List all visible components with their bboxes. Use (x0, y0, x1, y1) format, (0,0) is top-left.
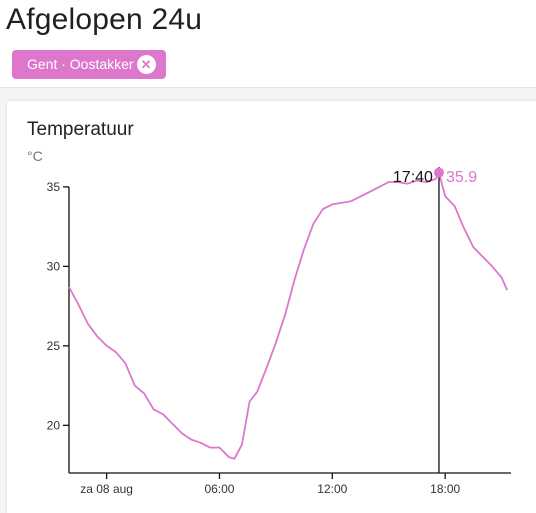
temperature-chart[interactable]: 20 25 30 35 za 08 aug 06:00 12:00 18:00 17:40 35.… (7, 101, 536, 513)
cursor-value-label: 35.9 (446, 169, 477, 186)
cursor-point (433, 167, 444, 178)
x-tick-label: 06:00 (204, 482, 234, 496)
temperature-line (68, 171, 509, 460)
location-filter-chip[interactable]: Gent · Oostakker ✕ (12, 50, 166, 79)
y-tick-label: 20 (47, 418, 61, 432)
x-tick-label: za 08 aug (80, 482, 133, 496)
cursor-time-label: 17:40 (393, 169, 433, 186)
header-divider (0, 87, 536, 88)
close-circle-icon[interactable]: ✕ (136, 55, 156, 74)
y-tick-label: 30 (47, 259, 61, 273)
y-tick-label: 35 (47, 180, 61, 194)
x-tick-label: 12:00 (317, 482, 347, 496)
page-header: Afgelopen 24u Gent · Oostakker ✕ (0, 0, 536, 88)
x-tick-label: 18:00 (430, 482, 460, 496)
filter-chip-label: Gent · Oostakker (27, 56, 134, 72)
y-tick-label: 25 (47, 339, 61, 353)
unit-label: °C (27, 148, 43, 164)
card-title: Temperatuur (27, 119, 134, 140)
page-title: Afgelopen 24u (6, 3, 203, 36)
temperature-card: Temperatuur °C 20 25 30 35 za 08 aug 06:00 12:… (7, 101, 536, 513)
